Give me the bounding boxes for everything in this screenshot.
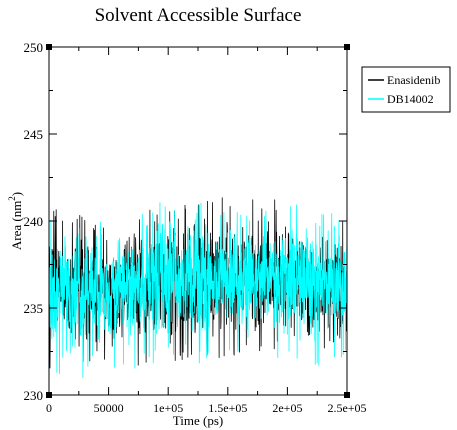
legend-label-enasidenib: Enasidenib: [387, 73, 440, 87]
y-axis-label: Area (nm2): [7, 192, 24, 250]
legend-label-db14002: DB14002: [387, 92, 434, 106]
series-layer: [49, 197, 347, 378]
legend: Enasidenib DB14002: [361, 66, 451, 113]
y-axis-label-superscript: 2: [7, 196, 17, 201]
series-line-db14002: [49, 202, 347, 378]
chart-title: Solvent Accessible Surface: [95, 5, 302, 26]
x-axis-label: Time (ps): [173, 413, 223, 428]
x-tick-label: 0: [46, 401, 52, 415]
legend-box: [361, 66, 451, 113]
y-tick-label: 240: [24, 214, 44, 229]
y-axis-label-close: ): [9, 192, 24, 196]
y-tick-label: 245: [24, 127, 44, 142]
x-tick-label: 1.5e+05: [208, 401, 247, 415]
x-tick-label: 50000: [94, 401, 124, 415]
x-tick-label: 1e+05: [153, 401, 183, 415]
y-tick-label: 250: [24, 40, 44, 55]
plot-area: [46, 44, 350, 398]
y-tick-label: 230: [24, 388, 44, 403]
x-tick-label: 2e+05: [272, 401, 302, 415]
y-axis-label-main: Area (nm: [9, 201, 24, 250]
y-tick-label: 235: [24, 301, 44, 316]
axis-ticks: 0 50000 1e+05 1.5e+05 2e+05 2.5e+05 230 235 240 2…: [24, 40, 367, 415]
x-tick-label: 2.5e+05: [327, 401, 366, 415]
